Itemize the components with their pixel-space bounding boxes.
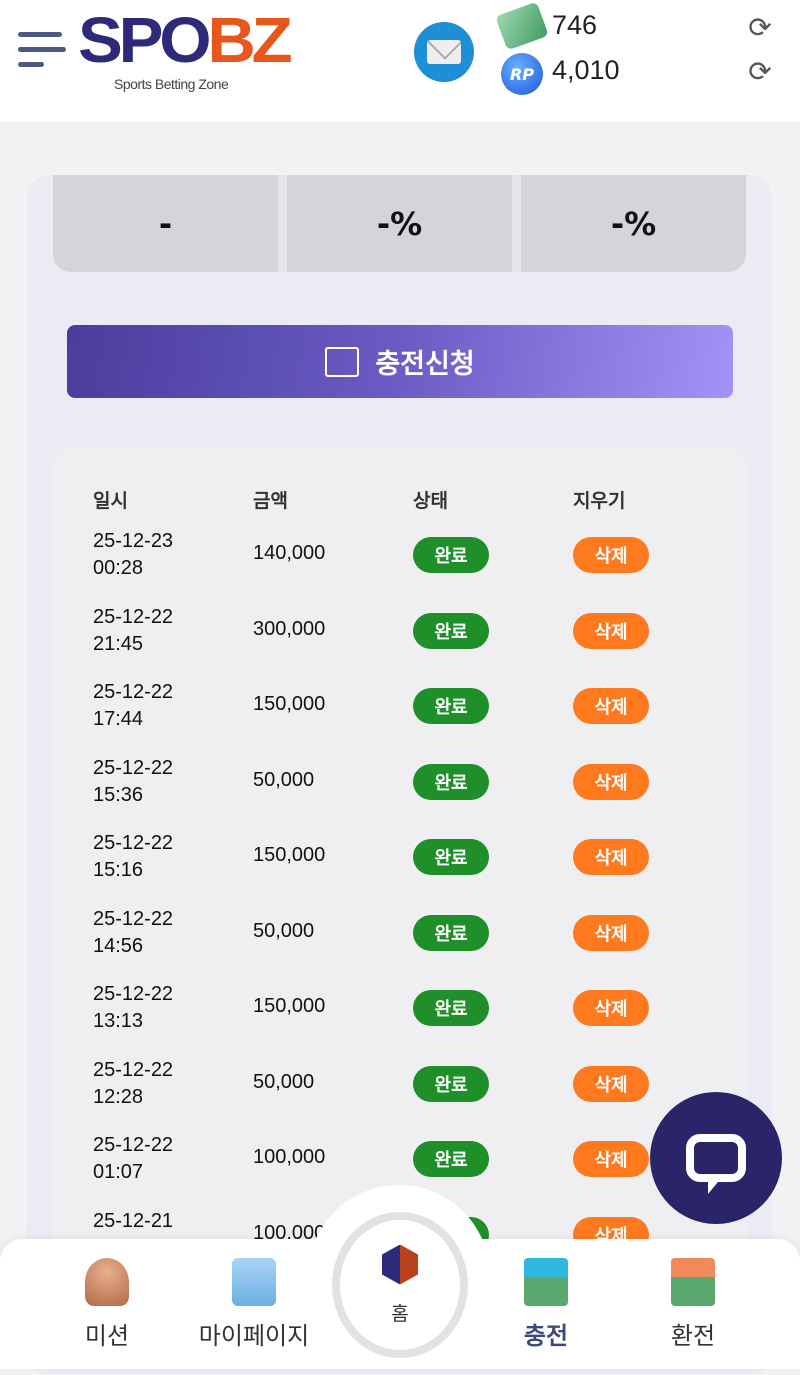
delete-button[interactable]: 삭제 — [573, 1141, 649, 1177]
logo-accent: BZ — [207, 4, 292, 76]
status-badge: 완료 — [413, 537, 489, 573]
table-row: 25-12-22 13:13 150,000 완료 삭제 — [0, 981, 760, 1057]
row-amount: 150,000 — [253, 693, 326, 715]
row-amount: 50,000 — [253, 919, 315, 942]
table-row: 25-12-22 17:44 150,000 완료 삭제 — [0, 679, 760, 755]
folder-icon — [232, 1258, 276, 1306]
nav-deposit-label: 충전 — [523, 1322, 569, 1350]
nav-mission[interactable]: 미션 — [37, 1258, 177, 1351]
row-amount: 100,000 — [253, 1146, 326, 1168]
row-datetime: 25-12-22 17:44 — [93, 681, 174, 730]
status-badge: 완료 — [413, 914, 489, 951]
rp-icon: RP — [501, 53, 543, 95]
row-amount: 100,000 — [253, 1221, 326, 1244]
delete-button[interactable]: 삭제 — [573, 612, 649, 649]
row-datetime: 25-12-23 00:28 — [93, 530, 174, 579]
header-amount: 금액 — [253, 490, 288, 512]
row-datetime: 25-12-22 12:28 — [93, 1058, 174, 1108]
table-row: 25-12-22 14:56 50,000 완료 삭제 — [0, 906, 760, 982]
stat-value: - — [53, 175, 278, 272]
delete-button[interactable]: 삭제 — [573, 688, 649, 724]
header-date: 일시 — [93, 490, 128, 512]
delete-button[interactable]: 삭제 — [573, 914, 649, 951]
table-row: 25-12-22 15:36 50,000 완료 삭제 — [0, 755, 760, 831]
logo-text: SPO — [78, 4, 212, 76]
table-row: 25-12-22 01:07 100,000 완료 삭제 — [0, 1132, 760, 1208]
row-datetime: 25-12-21 — [93, 1209, 174, 1232]
hand-money-icon — [325, 346, 360, 377]
status-badge: 완료 — [413, 990, 489, 1026]
header: SPOBZ Sports Betting Zone 746 RP 4,010 ⟳… — [0, 0, 800, 122]
row-amount: 300,000 — [253, 617, 326, 640]
table-row: 25-12-22 15:16 150,000 완료 삭제 — [0, 830, 760, 906]
table-row: 25-12-22 12:28 50,000 완료 삭제 — [0, 1057, 760, 1133]
charge-request-button[interactable]: 충전신청 — [67, 325, 733, 398]
row-amount: 50,000 — [253, 1070, 315, 1093]
cash-balance: 746 — [552, 10, 598, 40]
table-row: 25-12-22 21:45 300,000 완료 삭제 — [0, 604, 760, 680]
header-status: 상태 — [413, 490, 448, 512]
row-amount: 150,000 — [253, 995, 326, 1017]
chat-icon — [686, 1134, 746, 1194]
nav-withdraw-label: 환전 — [670, 1322, 716, 1350]
deposit-money-icon — [524, 1258, 568, 1306]
delete-button[interactable]: 삭제 — [573, 763, 649, 800]
nav-home-label: 홈 — [391, 1302, 409, 1325]
nav-home[interactable]: 홈 — [332, 1212, 468, 1358]
table-row: 25-12-23 00:28 140,000 완료 삭제 — [0, 528, 760, 604]
menu-icon[interactable] — [18, 30, 66, 70]
nav-withdraw[interactable]: 환전 — [623, 1258, 763, 1351]
nav-mypage-label: 마이페이지 — [198, 1322, 310, 1350]
status-badge: 완료 — [413, 612, 489, 649]
status-badge: 완료 — [413, 1065, 489, 1102]
home-logo-icon — [382, 1244, 418, 1285]
charge-request-label: 충전신청 — [375, 349, 475, 380]
logo-tagline: Sports Betting Zone — [114, 76, 229, 92]
row-amount: 50,000 — [253, 768, 315, 791]
stats-row: - -% -% — [53, 175, 746, 272]
delete-button[interactable]: 삭제 — [573, 839, 649, 875]
row-amount: 140,000 — [253, 542, 326, 564]
nav-mypage[interactable]: 마이페이지 — [184, 1258, 324, 1351]
nav-mission-label: 미션 — [84, 1322, 130, 1350]
chat-button[interactable] — [650, 1092, 782, 1224]
row-amount: 150,000 — [253, 844, 326, 866]
cash-icon — [495, 1, 549, 51]
row-datetime: 25-12-22 13:13 — [93, 983, 174, 1032]
mail-icon[interactable] — [414, 22, 474, 82]
stat-value: -% — [287, 175, 512, 272]
refresh-cash-icon[interactable]: ⟳ — [748, 11, 772, 44]
withdraw-money-icon — [671, 1258, 715, 1306]
row-datetime: 25-12-22 15:36 — [93, 756, 174, 806]
header-delete: 지우기 — [573, 490, 626, 512]
row-datetime: 25-12-22 21:45 — [93, 605, 174, 655]
delete-button[interactable]: 삭제 — [573, 1065, 649, 1102]
row-datetime: 25-12-22 01:07 — [93, 1134, 174, 1183]
stat-value: -% — [521, 175, 746, 272]
status-badge: 완료 — [413, 763, 489, 800]
refresh-rp-icon[interactable]: ⟳ — [748, 55, 772, 88]
trophy-icon — [85, 1258, 129, 1306]
status-badge: 완료 — [413, 1141, 489, 1177]
row-datetime: 25-12-22 15:16 — [93, 832, 174, 881]
logo[interactable]: SPOBZ Sports Betting Zone — [78, 8, 293, 93]
delete-button[interactable]: 삭제 — [573, 537, 649, 573]
row-datetime: 25-12-22 14:56 — [93, 907, 174, 957]
rp-balance: 4,010 — [552, 55, 620, 85]
status-badge: 완료 — [413, 839, 489, 875]
status-badge: 완료 — [413, 688, 489, 724]
delete-button[interactable]: 삭제 — [573, 990, 649, 1026]
nav-deposit[interactable]: 충전 — [476, 1258, 616, 1351]
